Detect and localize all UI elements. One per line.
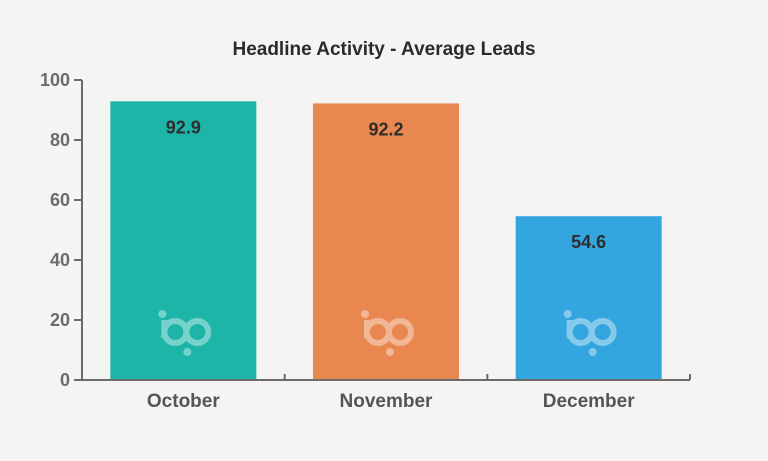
bars: 92.9 92.2 54.6 [110,101,662,381]
data-label: 92.2 [368,119,403,139]
y-tick-label: 0 [60,370,70,390]
x-category-label: November [340,391,434,412]
bar-december [515,216,662,380]
data-label: 54.6 [571,232,606,252]
y-tick-label: 60 [50,190,70,210]
y-axis-ticks: 0 20 40 60 80 100 [40,70,82,390]
x-axis-labels: October November December [147,391,635,412]
x-category-label: October [147,391,220,412]
y-tick-label: 100 [40,70,70,90]
bar-november [313,103,459,381]
chart-title: Headline Activity - Average Leads [232,39,535,60]
y-tick-label: 40 [50,250,70,270]
y-tick-label: 80 [50,130,70,150]
data-label: 92.9 [166,117,201,137]
x-category-label: December [543,391,635,412]
y-tick-label: 20 [50,310,70,330]
watermark-logo-icon [361,310,414,356]
watermark-logo-icon [563,310,617,356]
axes [81,80,691,381]
watermark-logo-icon [158,310,212,356]
bar-october [110,101,257,381]
